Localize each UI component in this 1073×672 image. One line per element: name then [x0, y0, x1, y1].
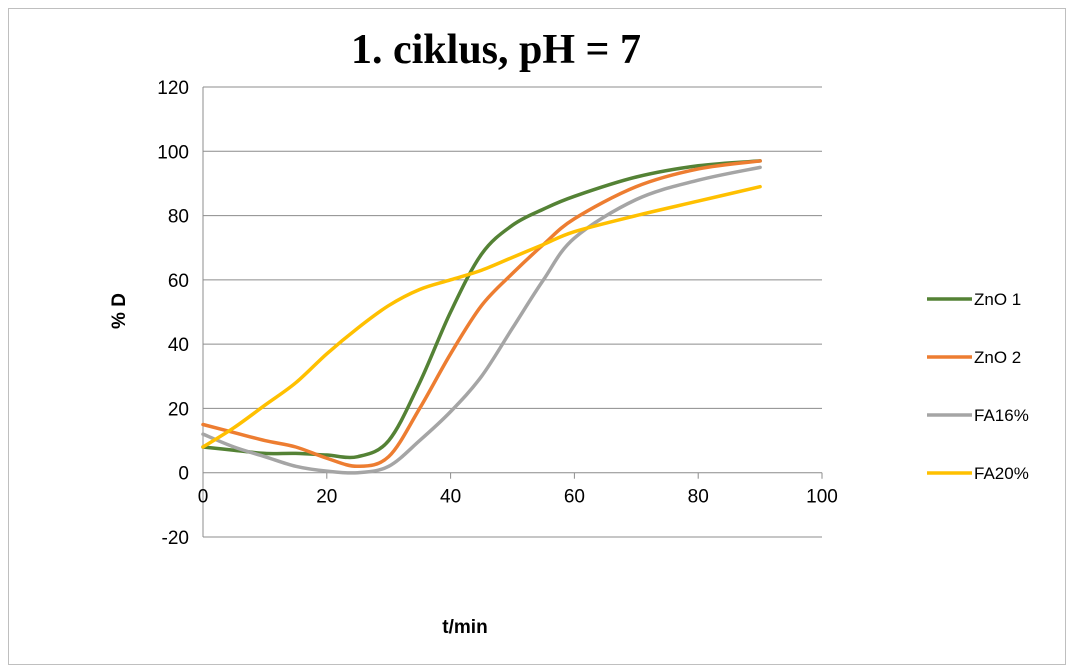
y-tick-label: 60 — [168, 271, 189, 292]
y-tick-label: 40 — [168, 335, 189, 356]
grid-layer — [203, 86, 822, 538]
legend-label-zno-1: ZnO 1 — [974, 290, 1021, 309]
chart-title: 1. ciklus, pH = 7 — [351, 27, 641, 73]
chart-frame: -20 0 20 40 60 80 100 120 0 20 40 60 80 100 1. ciklus… — [8, 8, 1066, 665]
x-tick-label: 40 — [440, 487, 461, 508]
x-tick-label: 100 — [806, 487, 838, 508]
axis-layer — [202, 87, 823, 537]
x-tick-label: 0 — [198, 487, 209, 508]
chart-svg: -20 0 20 40 60 80 100 120 0 20 40 60 80 100 1. ciklus… — [109, 27, 1029, 638]
y-tick-label: 100 — [157, 142, 189, 163]
x-tick-label: 80 — [688, 487, 709, 508]
series-layer — [201, 159, 762, 475]
legend-label-fa20: FA20% — [974, 464, 1029, 483]
series-line-fa20 — [201, 184, 762, 449]
x-tick-label: 20 — [316, 487, 337, 508]
y-tick-label: -20 — [162, 528, 189, 549]
y-tick-label: 20 — [168, 399, 189, 420]
y-axis-title: % D — [109, 293, 130, 329]
legend: ZnO 1 ZnO 2 FA16% FA20% — [927, 290, 1029, 483]
series-line-zno-2 — [201, 159, 762, 469]
y-tick-label: 80 — [168, 207, 189, 228]
x-tick-label: 60 — [564, 487, 585, 508]
legend-label-zno-2: ZnO 2 — [974, 348, 1021, 367]
tick-layer: -20 0 20 40 60 80 100 120 0 20 40 60 80 100 — [157, 78, 838, 549]
series-line-fa16 — [201, 165, 762, 475]
legend-label-fa16: FA16% — [974, 406, 1029, 425]
y-tick-label: 0 — [178, 464, 189, 485]
series-line-zno-1 — [201, 159, 762, 460]
x-axis-title: t/min — [442, 617, 487, 638]
y-tick-label: 120 — [157, 78, 189, 99]
